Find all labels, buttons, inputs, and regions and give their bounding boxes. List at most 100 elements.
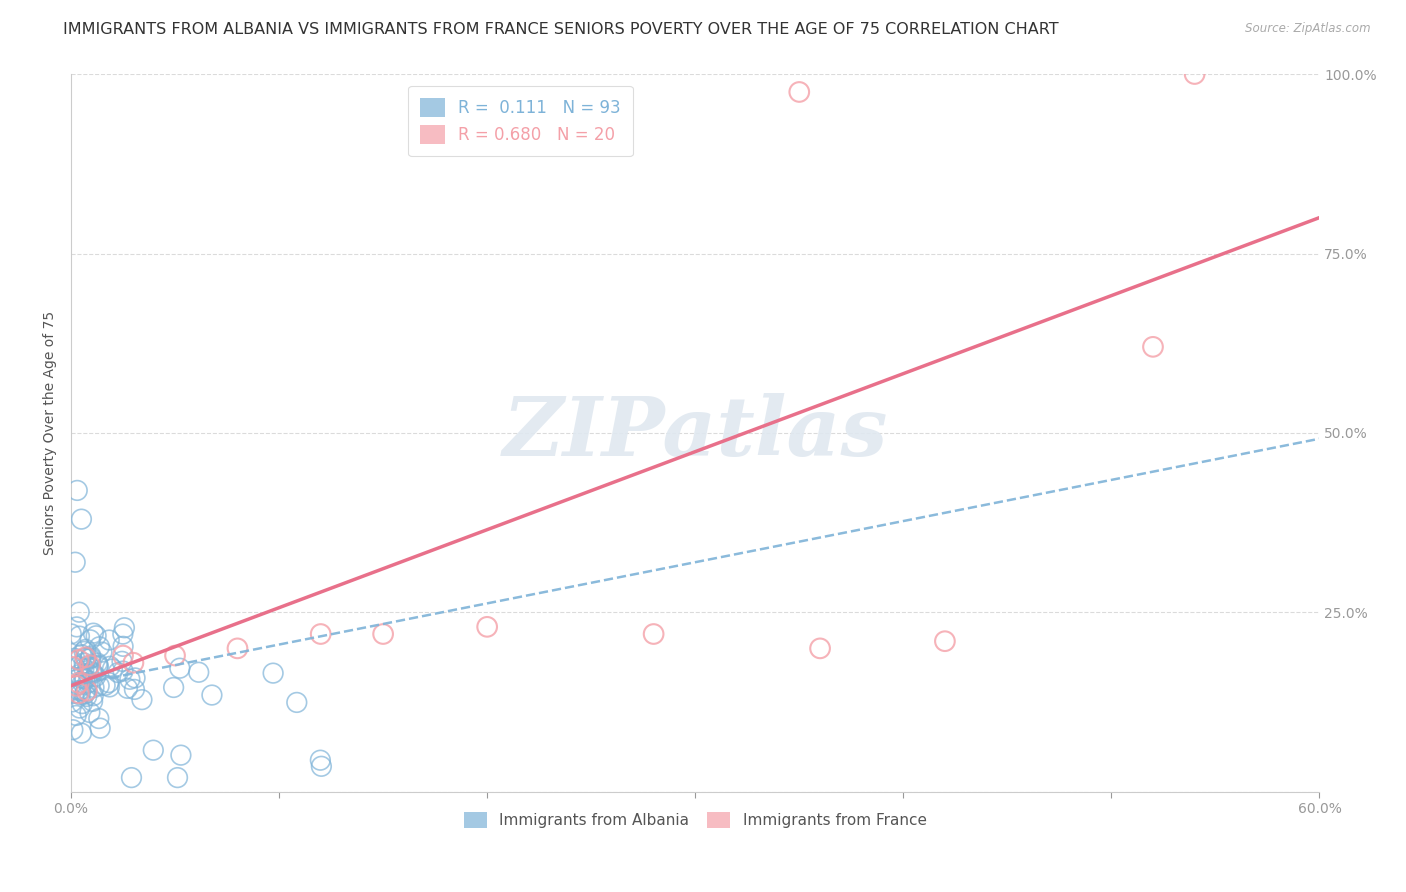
Point	[76, 676, 98, 690]
Point	[643, 627, 665, 641]
Point	[91, 645, 114, 659]
Point	[76, 690, 98, 704]
Point	[89, 640, 111, 654]
Point	[121, 771, 143, 785]
Point	[808, 641, 831, 656]
Point	[787, 85, 810, 99]
Point	[934, 634, 956, 648]
Point	[75, 650, 97, 665]
Point	[131, 692, 153, 706]
Point	[226, 641, 249, 656]
Point	[371, 627, 394, 641]
Point	[309, 753, 332, 767]
Point	[1184, 67, 1206, 81]
Point	[124, 671, 146, 685]
Point	[122, 656, 145, 670]
Point	[66, 678, 89, 692]
Point	[60, 654, 83, 668]
Point	[60, 627, 83, 641]
Point	[201, 688, 224, 702]
Point	[89, 721, 111, 735]
Point	[162, 681, 184, 695]
Point	[67, 686, 90, 700]
Y-axis label: Seniors Poverty Over the Age of 75: Seniors Poverty Over the Age of 75	[44, 311, 58, 555]
Point	[62, 723, 84, 737]
Point	[67, 605, 90, 619]
Point	[107, 665, 129, 680]
Point	[112, 621, 135, 635]
Point	[70, 697, 93, 711]
Point	[87, 659, 110, 673]
Point	[98, 680, 121, 694]
Point	[79, 632, 101, 647]
Point	[69, 670, 91, 684]
Point	[67, 667, 90, 681]
Point	[86, 656, 108, 670]
Point	[170, 748, 193, 763]
Point	[166, 771, 188, 785]
Point	[66, 620, 89, 634]
Point	[82, 689, 104, 703]
Point	[117, 681, 139, 696]
Point	[67, 629, 90, 643]
Point	[63, 651, 86, 665]
Text: ZIPatlas: ZIPatlas	[502, 393, 889, 473]
Point	[69, 701, 91, 715]
Point	[62, 660, 84, 674]
Point	[169, 661, 191, 675]
Point	[73, 661, 96, 675]
Point	[98, 659, 121, 673]
Point	[82, 666, 104, 681]
Point	[65, 708, 87, 723]
Point	[111, 654, 134, 668]
Point	[79, 652, 101, 666]
Point	[60, 695, 83, 709]
Point	[70, 648, 93, 662]
Point	[73, 687, 96, 701]
Point	[75, 651, 97, 665]
Point	[75, 685, 97, 699]
Point	[79, 658, 101, 673]
Point	[163, 648, 186, 663]
Point	[101, 662, 124, 676]
Point	[87, 658, 110, 673]
Point	[67, 683, 90, 698]
Point	[94, 678, 117, 692]
Text: Source: ZipAtlas.com: Source: ZipAtlas.com	[1246, 22, 1371, 36]
Point	[82, 694, 104, 708]
Point	[70, 726, 93, 740]
Point	[309, 627, 332, 641]
Point	[84, 669, 107, 683]
Point	[80, 648, 103, 663]
Point	[70, 512, 93, 526]
Point	[67, 676, 90, 690]
Point	[66, 483, 89, 498]
Point	[77, 658, 100, 673]
Point	[76, 683, 98, 698]
Point	[80, 650, 103, 665]
Point	[118, 673, 141, 687]
Point	[80, 665, 103, 679]
Point	[67, 653, 90, 667]
Point	[285, 695, 308, 709]
Point	[67, 659, 90, 673]
Point	[112, 648, 135, 663]
Point	[475, 620, 498, 634]
Point	[97, 675, 120, 690]
Point	[73, 672, 96, 686]
Point	[72, 675, 94, 690]
Point	[69, 683, 91, 698]
Point	[112, 640, 135, 654]
Legend: Immigrants from Albania, Immigrants from France: Immigrants from Albania, Immigrants from…	[458, 806, 932, 835]
Point	[83, 681, 105, 695]
Point	[84, 629, 107, 643]
Point	[87, 712, 110, 726]
Point	[311, 759, 333, 773]
Point	[76, 660, 98, 674]
Point	[73, 644, 96, 658]
Point	[82, 626, 104, 640]
Point	[142, 743, 165, 757]
Point	[89, 679, 111, 693]
Point	[262, 666, 284, 681]
Point	[63, 555, 86, 569]
